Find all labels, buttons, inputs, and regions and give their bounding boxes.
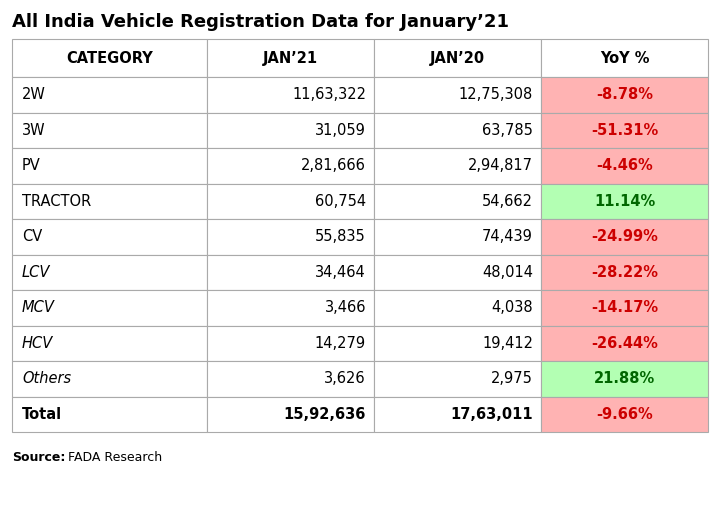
Bar xyxy=(12,183,207,219)
Bar xyxy=(541,254,708,290)
Text: -14.17%: -14.17% xyxy=(591,300,658,315)
Bar xyxy=(374,183,541,219)
Text: 14,279: 14,279 xyxy=(315,336,366,351)
Text: 2W: 2W xyxy=(22,87,46,102)
Bar xyxy=(12,361,207,397)
Text: All India Vehicle Registration Data for January’21: All India Vehicle Registration Data for … xyxy=(12,13,509,31)
Bar xyxy=(207,148,374,183)
Text: 2,94,817: 2,94,817 xyxy=(468,158,533,173)
Text: FADA Research: FADA Research xyxy=(64,451,162,463)
Bar xyxy=(12,219,207,254)
Bar xyxy=(541,77,708,112)
Text: -24.99%: -24.99% xyxy=(591,229,658,244)
Bar xyxy=(374,112,541,148)
Text: -4.46%: -4.46% xyxy=(596,158,653,173)
Text: YoY %: YoY % xyxy=(600,51,649,65)
Bar xyxy=(541,290,708,326)
Text: 55,835: 55,835 xyxy=(315,229,366,244)
Bar xyxy=(207,183,374,219)
Text: 3W: 3W xyxy=(22,123,45,138)
Bar xyxy=(207,326,374,361)
Text: 48,014: 48,014 xyxy=(482,265,533,280)
Bar xyxy=(541,361,708,397)
Bar xyxy=(374,77,541,112)
Bar xyxy=(12,254,207,290)
Bar xyxy=(374,397,541,432)
Text: -9.66%: -9.66% xyxy=(596,407,653,422)
Bar xyxy=(12,39,207,77)
Text: 12,75,308: 12,75,308 xyxy=(459,87,533,102)
Bar xyxy=(374,326,541,361)
Text: 54,662: 54,662 xyxy=(482,194,533,209)
Bar xyxy=(374,219,541,254)
Bar xyxy=(374,361,541,397)
Text: 63,785: 63,785 xyxy=(482,123,533,138)
Text: 3,626: 3,626 xyxy=(325,371,366,386)
Bar xyxy=(12,112,207,148)
Text: 11.14%: 11.14% xyxy=(594,194,655,209)
Bar xyxy=(207,361,374,397)
Text: 11,63,322: 11,63,322 xyxy=(292,87,366,102)
Text: 21.88%: 21.88% xyxy=(594,371,655,386)
Text: -8.78%: -8.78% xyxy=(596,87,653,102)
Bar xyxy=(12,77,207,112)
Bar xyxy=(207,39,374,77)
Bar xyxy=(541,148,708,183)
Bar xyxy=(374,254,541,290)
Bar xyxy=(541,39,708,77)
Text: JAN’20: JAN’20 xyxy=(430,51,485,65)
Text: CV: CV xyxy=(22,229,42,244)
Bar xyxy=(207,77,374,112)
Text: 2,81,666: 2,81,666 xyxy=(301,158,366,173)
Text: 19,412: 19,412 xyxy=(482,336,533,351)
Bar xyxy=(12,397,207,432)
Text: -51.31%: -51.31% xyxy=(591,123,658,138)
Text: HCV: HCV xyxy=(22,336,53,351)
Bar xyxy=(12,148,207,183)
Text: -28.22%: -28.22% xyxy=(591,265,658,280)
Bar xyxy=(207,290,374,326)
Text: PV: PV xyxy=(22,158,41,173)
Bar xyxy=(374,290,541,326)
Text: -26.44%: -26.44% xyxy=(591,336,658,351)
Text: LCV: LCV xyxy=(22,265,50,280)
Text: Source:: Source: xyxy=(12,451,66,463)
Bar xyxy=(541,219,708,254)
Text: 2,975: 2,975 xyxy=(491,371,533,386)
Text: Others: Others xyxy=(22,371,71,386)
Text: Total: Total xyxy=(22,407,62,422)
Bar xyxy=(12,326,207,361)
Text: 15,92,636: 15,92,636 xyxy=(284,407,366,422)
Bar xyxy=(541,397,708,432)
Text: 3,466: 3,466 xyxy=(325,300,366,315)
Text: CATEGORY: CATEGORY xyxy=(66,51,153,65)
Text: JAN’21: JAN’21 xyxy=(263,51,318,65)
Bar xyxy=(12,290,207,326)
Text: MCV: MCV xyxy=(22,300,55,315)
Bar xyxy=(374,39,541,77)
Bar xyxy=(207,112,374,148)
Text: 4,038: 4,038 xyxy=(491,300,533,315)
Text: 60,754: 60,754 xyxy=(315,194,366,209)
Bar xyxy=(541,183,708,219)
Bar xyxy=(541,112,708,148)
Text: 31,059: 31,059 xyxy=(315,123,366,138)
Bar xyxy=(374,148,541,183)
Text: 34,464: 34,464 xyxy=(315,265,366,280)
Bar xyxy=(207,219,374,254)
Bar xyxy=(207,397,374,432)
Text: TRACTOR: TRACTOR xyxy=(22,194,91,209)
Text: 17,63,011: 17,63,011 xyxy=(451,407,533,422)
Bar xyxy=(541,326,708,361)
Bar xyxy=(207,254,374,290)
Text: 74,439: 74,439 xyxy=(482,229,533,244)
